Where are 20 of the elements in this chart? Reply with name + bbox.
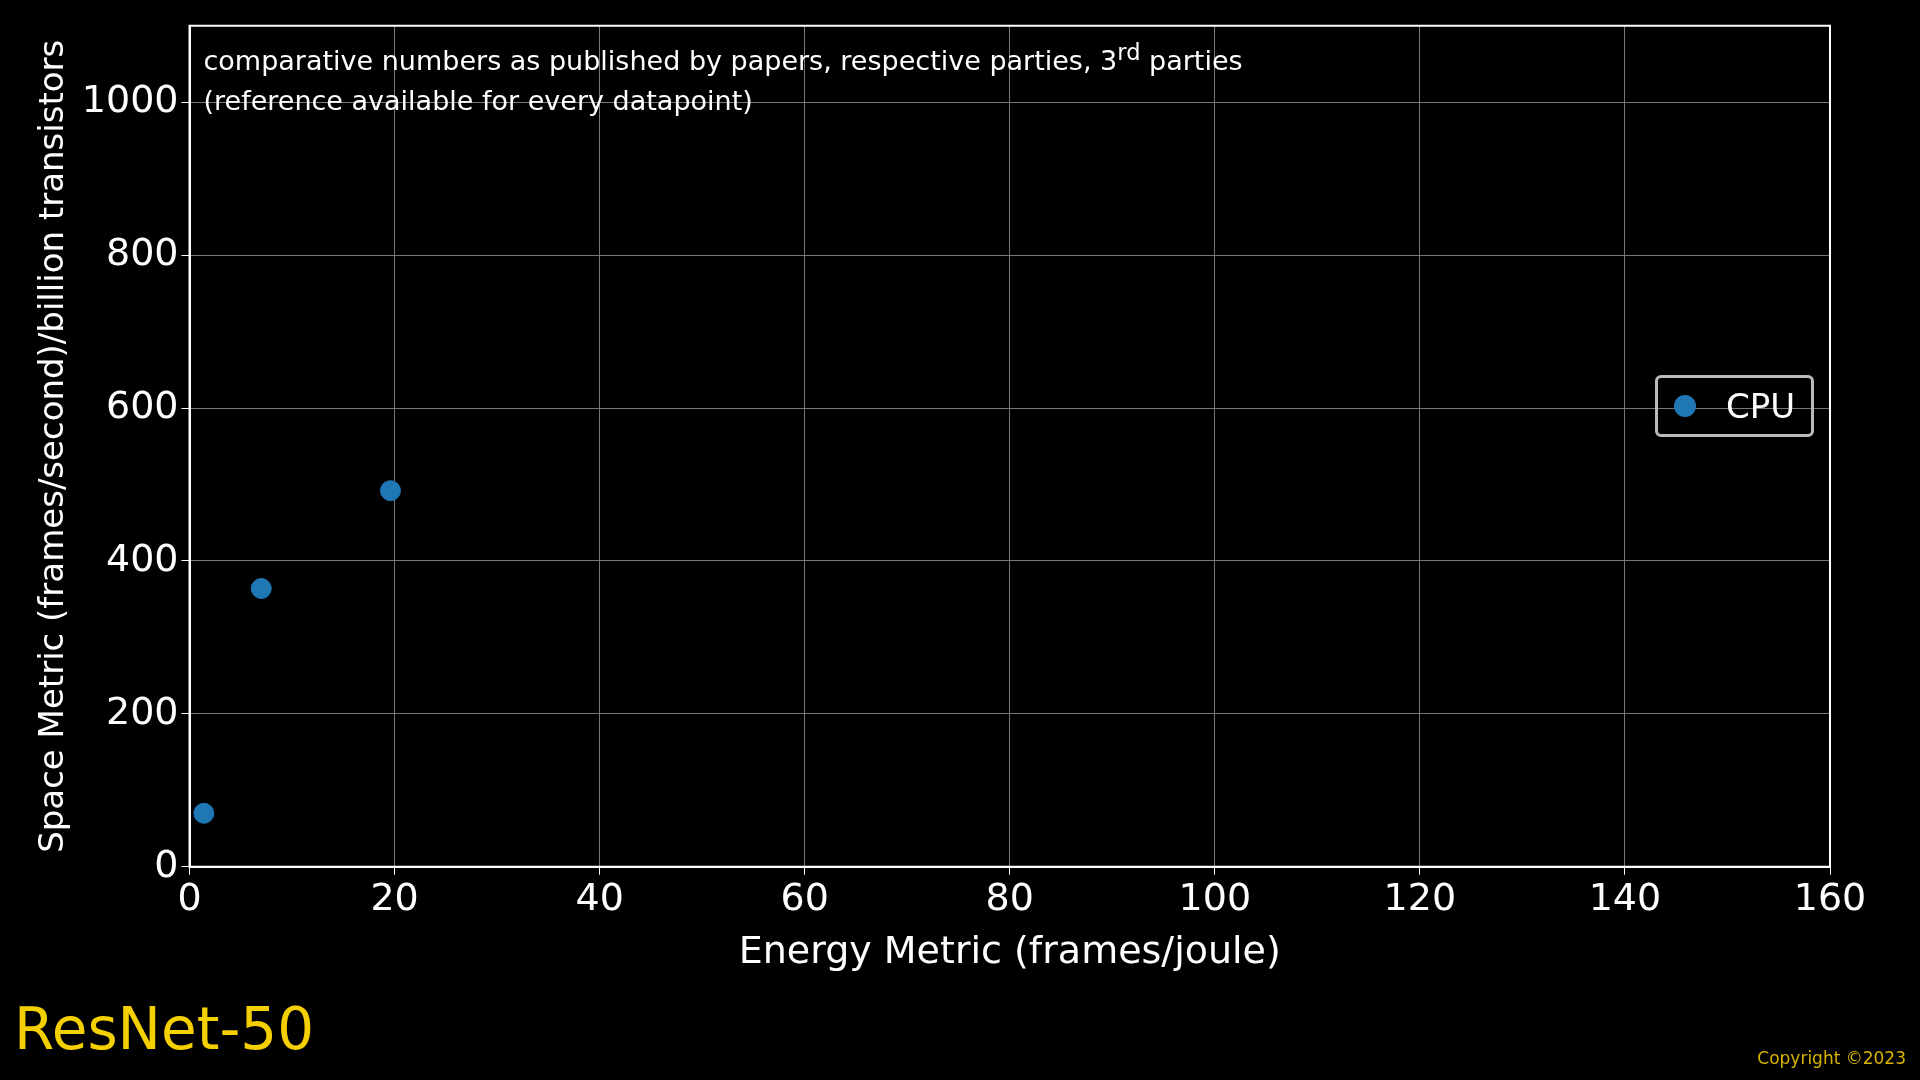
legend-label: CPU (1726, 386, 1796, 427)
x-tick-label: 20 (370, 875, 419, 920)
x-tick-label: 40 (575, 875, 624, 920)
x-axis-title: Energy Metric (frames/joule) (738, 928, 1281, 973)
y-tick-label: 400 (105, 535, 179, 580)
x-tick-label: 160 (1793, 875, 1867, 920)
y-axis-title: Space Metric (frames/second)/billion transistors (31, 39, 72, 853)
y-tick-label: 0 (154, 841, 179, 886)
x-tick-label: 100 (1178, 875, 1252, 920)
y-tick-label: 800 (105, 230, 179, 275)
text: comparative numbers as published by papers, respective parties, 3$^{rd}$ parties (reference available for every datapoint) (203, 38, 1243, 116)
x-tick-label: 80 (985, 875, 1034, 920)
x-tick-label: 60 (780, 875, 829, 920)
y-tick-label: 200 (105, 688, 179, 733)
text: ResNet-50 (14, 995, 315, 1063)
text: Copyright ©2023 (1757, 1048, 1906, 1068)
x-tick-label: 120 (1383, 875, 1457, 920)
y-tick-label: 600 (105, 382, 179, 427)
y-tick-label: 1000 (81, 77, 179, 122)
x-tick-label: 140 (1588, 875, 1662, 920)
